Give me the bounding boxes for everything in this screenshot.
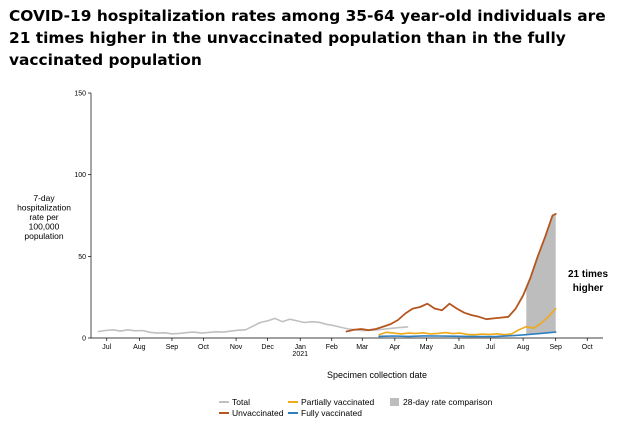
x-tick-label: Aug [133,344,146,351]
annotation-line: 21 times [568,269,608,280]
legend-item-fully-vaccinated-label: Fully vaccinated [301,408,362,418]
series-line-unvaccinated [345,212,557,333]
x-tick-label: Jul [102,344,111,351]
x-axis-label: Specimen collection date [327,370,427,380]
legend-item-unvaccinated-label: Unvaccinated [232,408,284,418]
axes-layer [88,92,603,341]
x-tick-label: Sep [549,344,562,351]
legend-item-28-day-rate-comparison-label: 28-day rate comparison [403,397,493,407]
x-tick-label: Oct [582,344,593,351]
series-line-total [97,317,409,335]
x-tick-label: Sep [166,344,179,351]
y-axis-label-line: hospitalization [17,203,71,213]
x-tick-label: Jul [486,344,495,351]
x-tick-label: Mar [356,344,369,351]
y-tick-label: 100 [74,172,86,179]
x-tick-label: Apr [389,344,401,351]
x-tick-label: Oct [198,344,209,351]
legend-item-partially-vaccinated-label: Partially vaccinated [301,397,375,407]
series-layer [97,212,557,338]
y-tick-label: 50 [78,254,86,261]
x-tick-sublabel: 2021 [292,351,308,358]
y-tick-label: 0 [82,336,86,343]
shaded-comparison-region [526,213,556,335]
x-tick-label: Dec [261,344,274,351]
y-axis-label-line: 100,000 [29,222,60,232]
annotation-line: higher [573,283,604,294]
x-tick-label: May [420,344,434,351]
chart-title: COVID-19 hospitalization rates among 35-… [9,7,606,69]
x-tick-label: Feb [326,344,338,351]
x-tick-label: Aug [517,344,530,351]
x-tick-label: Nov [230,344,243,351]
x-tick-label: Jun [453,344,464,351]
legend-item-28-day-rate-comparison-swatch [390,398,399,406]
series-line-partially-vaccinated [378,307,557,336]
y-axis-label-line: population [24,231,64,241]
y-axis-label-line: rate per [29,212,58,222]
shaded-region-layer [526,213,556,335]
y-axis-label-line: 7-day [33,193,55,203]
y-tick-label: 150 [74,91,86,98]
x-tick-label: Jan [295,344,306,351]
series-line-fully-vaccinated [378,331,557,338]
legend-item-total-label: Total [232,397,250,407]
